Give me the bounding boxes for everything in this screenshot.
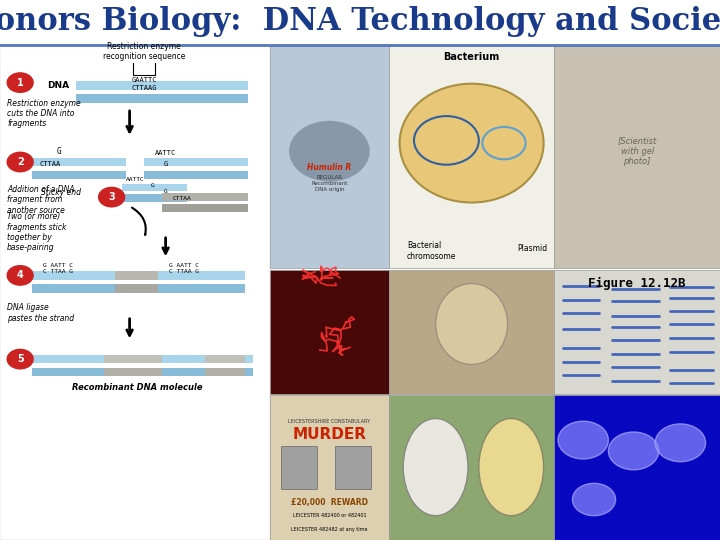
Bar bbox=[158, 271, 245, 280]
Bar bbox=[389, 270, 554, 394]
Text: Addition of a DNA
fragment from
another source: Addition of a DNA fragment from another … bbox=[7, 185, 75, 215]
Text: Bacterial
chromosome: Bacterial chromosome bbox=[407, 241, 456, 261]
Bar bbox=[162, 368, 205, 376]
Bar bbox=[158, 284, 245, 293]
Text: 2: 2 bbox=[17, 157, 24, 167]
Bar bbox=[554, 395, 720, 540]
Bar bbox=[122, 184, 187, 191]
Circle shape bbox=[7, 349, 33, 369]
Text: C TTAA G: C TTAA G bbox=[169, 269, 199, 274]
Ellipse shape bbox=[436, 284, 508, 364]
Text: AATTC: AATTC bbox=[155, 150, 176, 156]
Text: Honors Biology:  DNA Technology and Society: Honors Biology: DNA Technology and Socie… bbox=[0, 6, 720, 37]
Text: CTTAAG: CTTAAG bbox=[131, 85, 157, 91]
Bar bbox=[270, 45, 389, 268]
Bar bbox=[270, 270, 389, 394]
Bar bbox=[389, 45, 554, 268]
Bar bbox=[245, 368, 253, 376]
Text: LEICESTER 482482 at any time: LEICESTER 482482 at any time bbox=[291, 526, 368, 532]
Text: [Scientist
with gel
photo]: [Scientist with gel photo] bbox=[618, 136, 657, 166]
Text: CTTAA: CTTAA bbox=[40, 161, 61, 167]
Text: DNA ligase
pastes the strand: DNA ligase pastes the strand bbox=[7, 303, 74, 323]
Circle shape bbox=[99, 187, 125, 207]
Circle shape bbox=[7, 152, 33, 172]
Circle shape bbox=[7, 266, 33, 285]
Text: Bacterium: Bacterium bbox=[444, 52, 500, 62]
Text: Two (or more)
fragments stick
together by
base-pairing: Two (or more) fragments stick together b… bbox=[7, 212, 66, 252]
Text: Recombinant DNA molecule: Recombinant DNA molecule bbox=[71, 383, 202, 393]
Bar bbox=[144, 171, 248, 179]
Text: LEICESTERSHIRE CONSTABULARY: LEICESTERSHIRE CONSTABULARY bbox=[288, 418, 371, 424]
Circle shape bbox=[558, 421, 608, 459]
Bar bbox=[32, 271, 115, 280]
Text: 4: 4 bbox=[17, 271, 24, 280]
Bar bbox=[32, 355, 104, 363]
Text: Humulin R: Humulin R bbox=[307, 163, 351, 172]
Text: C TTAA G: C TTAA G bbox=[43, 269, 73, 274]
Circle shape bbox=[7, 73, 33, 92]
Text: MURDER: MURDER bbox=[292, 427, 366, 442]
Text: LEICESTER 482400 or 482401: LEICESTER 482400 or 482401 bbox=[292, 513, 366, 518]
Circle shape bbox=[608, 432, 659, 470]
Bar bbox=[32, 158, 126, 166]
Text: G: G bbox=[163, 189, 167, 194]
Bar bbox=[389, 395, 554, 540]
Circle shape bbox=[289, 122, 369, 181]
Text: 3: 3 bbox=[108, 192, 115, 202]
Text: £20,000  REWARD: £20,000 REWARD bbox=[291, 498, 368, 507]
Bar bbox=[122, 194, 187, 202]
Bar bbox=[281, 446, 317, 489]
Ellipse shape bbox=[403, 418, 468, 516]
Text: Restriction enzyme
recognition sequence: Restriction enzyme recognition sequence bbox=[103, 42, 185, 61]
Text: G: G bbox=[151, 184, 155, 188]
Text: DNA: DNA bbox=[47, 81, 69, 90]
Bar bbox=[115, 284, 158, 293]
Bar bbox=[76, 81, 248, 90]
Ellipse shape bbox=[400, 84, 544, 202]
Bar bbox=[335, 446, 371, 489]
Text: GAATTC: GAATTC bbox=[131, 77, 157, 83]
Bar bbox=[162, 355, 205, 363]
Bar bbox=[162, 204, 248, 212]
Bar bbox=[554, 270, 720, 394]
Text: CTTAA: CTTAA bbox=[173, 197, 192, 201]
Text: Sticky end: Sticky end bbox=[41, 188, 81, 197]
Bar bbox=[162, 193, 248, 201]
Text: 5: 5 bbox=[17, 354, 24, 364]
Bar bbox=[205, 368, 245, 376]
Text: G: G bbox=[163, 161, 168, 167]
Text: G AATT C: G AATT C bbox=[43, 263, 73, 268]
Text: Plasmid: Plasmid bbox=[518, 244, 548, 253]
Bar bbox=[205, 355, 245, 363]
Text: G: G bbox=[57, 146, 61, 156]
Text: 1: 1 bbox=[17, 78, 24, 87]
Bar bbox=[554, 45, 720, 268]
Ellipse shape bbox=[479, 418, 544, 516]
Circle shape bbox=[655, 424, 706, 462]
Text: G AATT C: G AATT C bbox=[169, 263, 199, 268]
Circle shape bbox=[572, 483, 616, 516]
Bar bbox=[32, 171, 126, 179]
Bar bbox=[270, 395, 389, 540]
Bar bbox=[32, 368, 104, 376]
Bar bbox=[144, 158, 248, 166]
Bar bbox=[76, 94, 248, 103]
Text: Restriction enzyme
cuts the DNA into
fragments: Restriction enzyme cuts the DNA into fra… bbox=[7, 98, 81, 129]
Bar bbox=[104, 355, 162, 363]
Bar bbox=[32, 284, 115, 293]
Text: AATTC: AATTC bbox=[126, 177, 145, 182]
Text: REGULAR
Recombinant
DNA origin: REGULAR Recombinant DNA origin bbox=[311, 176, 348, 192]
Bar bbox=[245, 355, 253, 363]
Bar bbox=[115, 271, 158, 280]
Bar bbox=[0, 45, 270, 540]
Text: Figure 12.12B: Figure 12.12B bbox=[588, 277, 686, 290]
FancyArrowPatch shape bbox=[132, 208, 145, 235]
Bar bbox=[104, 368, 162, 376]
